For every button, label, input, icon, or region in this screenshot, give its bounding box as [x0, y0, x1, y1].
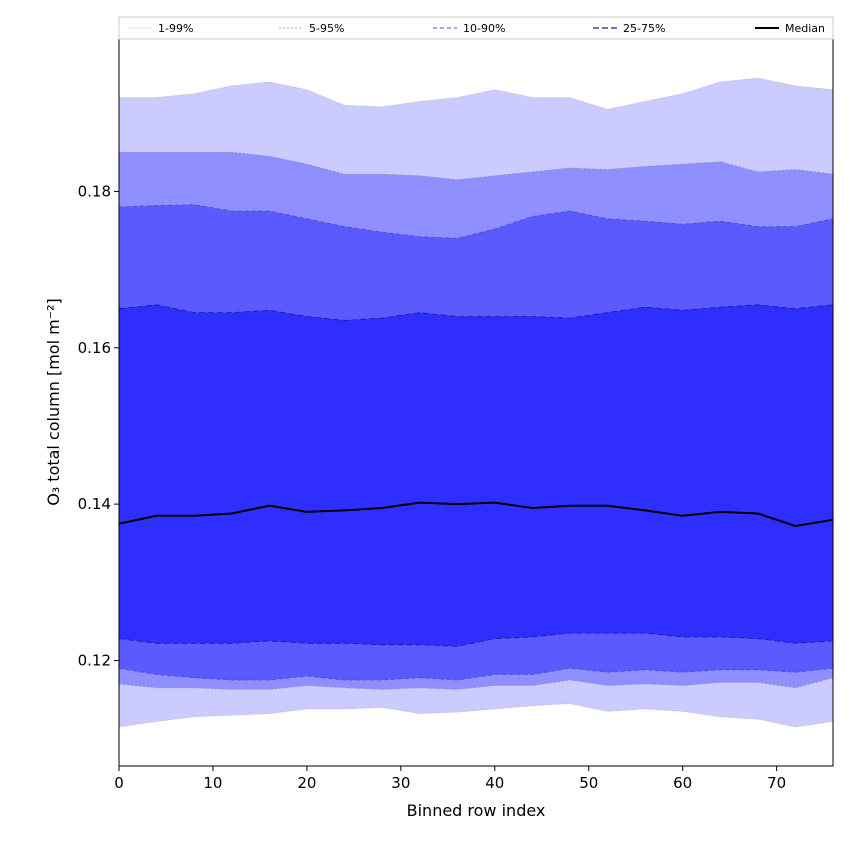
legend-label: 10-90%: [463, 22, 505, 35]
legend-label: 5-95%: [309, 22, 344, 35]
legend-label: Median: [785, 22, 825, 35]
x-axis-ticks: 0 10 20 30 40 50 60 70: [114, 766, 786, 792]
y-axis-ticks: 0.12 0.14 0.16 0.18: [78, 182, 119, 669]
band-line-1-99%-lower: [118, 703, 834, 728]
band-line-10-90%-lower: [118, 667, 834, 681]
x-tick-label: 70: [767, 774, 786, 792]
x-tick-label: 30: [391, 774, 410, 792]
x-tick-label: 40: [485, 774, 504, 792]
legend-label: 1-99%: [158, 22, 193, 35]
y-tick-label: 0.14: [78, 495, 111, 513]
x-tick-label: 20: [297, 774, 316, 792]
y-tick-label: 0.18: [78, 182, 111, 200]
y-tick-label: 0.12: [78, 651, 111, 669]
legend: 1-99% 5-95% 10-90% 25-75% Median: [118, 16, 834, 40]
median-line: [118, 501, 834, 528]
x-tick-label: 50: [579, 774, 598, 792]
band-line-10-90%-upper: [118, 204, 834, 239]
band-line-25-75%-lower: [118, 632, 834, 647]
legend-label: 25-75%: [623, 22, 665, 35]
confidence-bands: [118, 77, 834, 728]
x-tick-label: 10: [203, 774, 222, 792]
x-tick-label: 60: [673, 774, 692, 792]
x-tick-label: 0: [114, 774, 124, 792]
band-line-1-99%-upper: [119, 77, 834, 110]
band-line-5-95%-lower: [118, 677, 834, 690]
median-series: [118, 501, 834, 528]
band-25-75: [119, 304, 833, 647]
y-axis-label: O₃ total column [mol m⁻²]: [44, 298, 63, 506]
band-line-25-75%-upper: [118, 304, 834, 321]
legend-frame: [118, 16, 834, 40]
x-axis-label: Binned row index: [407, 801, 546, 820]
y-tick-label: 0.16: [78, 339, 111, 357]
